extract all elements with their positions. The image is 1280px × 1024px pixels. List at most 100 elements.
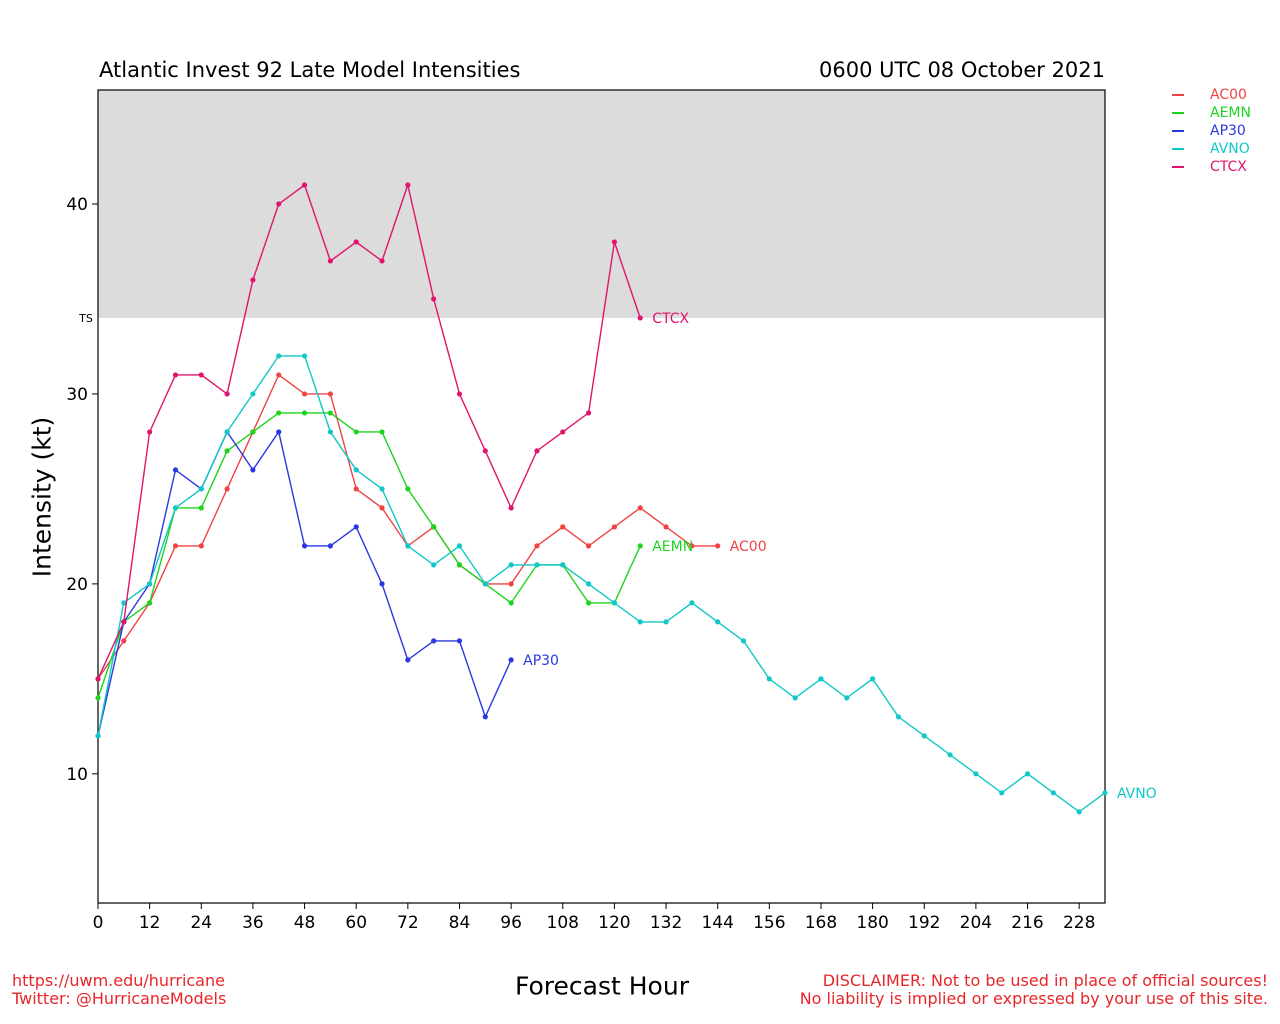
x-tick-label: 168 [805, 913, 837, 933]
legend-swatch-aemn [1172, 112, 1184, 114]
data-point-aemn [327, 410, 333, 416]
data-point-ctcx [585, 410, 592, 416]
data-point-ap30 [276, 429, 282, 435]
data-point-ap30 [327, 543, 333, 549]
data-point-avno [353, 467, 359, 473]
data-point-aemn [456, 562, 463, 568]
data-point-avno [250, 391, 256, 397]
data-point-ac00 [689, 543, 695, 549]
data-point-avno [327, 429, 333, 435]
data-point-avno [689, 600, 695, 606]
data-point-ctcx [379, 258, 385, 264]
series-line-avno [97, 355, 1106, 813]
x-tick-label: 96 [500, 913, 522, 933]
series-line-ap30 [97, 430, 512, 736]
x-tick-label: 36 [242, 913, 264, 933]
data-point-avno [947, 752, 953, 758]
data-point-avno [405, 543, 411, 549]
data-point-aemn [379, 429, 385, 435]
data-point-ctcx [198, 372, 204, 378]
legend-item-ac00: AC00 [1172, 86, 1251, 104]
disclaimer-line-2: No liability is implied or expressed by … [799, 989, 1268, 1008]
x-tick-label: 60 [345, 913, 367, 933]
data-point-avno [637, 619, 643, 625]
data-point-avno [766, 676, 772, 682]
footer-twitter-handle[interactable]: Twitter: @HurricaneModels [12, 989, 227, 1008]
data-point-ap30 [172, 467, 179, 473]
data-point-ac00 [508, 581, 514, 587]
y-tick-label: 40 [66, 195, 88, 215]
legend-label-ap30: AP30 [1210, 123, 1246, 139]
series-end-label-aemn: AEMN [652, 539, 693, 555]
x-tick-label: 180 [856, 913, 888, 933]
tropical-storm-band [98, 90, 1105, 318]
data-point-avno [973, 771, 979, 777]
data-point-avno [147, 581, 153, 587]
y-tick-label: 20 [66, 575, 88, 595]
y-axis-label: Intensity (kt) [27, 416, 57, 578]
data-point-ctcx [560, 429, 566, 435]
legend-label-ctcx: CTCX [1210, 159, 1247, 175]
x-tick-label: 12 [139, 913, 161, 933]
legend-swatch-avno [1172, 148, 1184, 150]
series-end-label-avno: AVNO [1117, 786, 1157, 802]
x-tick-label: 120 [598, 913, 630, 933]
x-tick-label: 156 [753, 913, 785, 933]
x-tick-label: 228 [1063, 913, 1095, 933]
footer-credits: https://uwm.edu/hurricane Twitter: @Hurr… [12, 972, 226, 1008]
data-point-ctcx [482, 448, 488, 454]
data-point-avno [172, 505, 179, 511]
data-point-aemn [431, 524, 437, 530]
data-point-avno [1050, 790, 1056, 796]
data-point-ctcx [327, 258, 333, 264]
data-point-ctcx [353, 239, 359, 245]
data-point-ctcx [301, 182, 308, 188]
data-point-ap30 [482, 714, 488, 720]
legend-swatch-ap30 [1172, 130, 1184, 132]
y-tick-label: 30 [66, 385, 88, 405]
series-line-ac00 [97, 373, 718, 680]
x-tick-label: 132 [650, 913, 682, 933]
data-point-ctcx [637, 315, 643, 321]
data-point-avno [1076, 809, 1082, 815]
data-point-ac00 [301, 391, 308, 397]
data-point-avno [895, 714, 902, 720]
data-point-ap30 [405, 657, 411, 663]
data-point-aemn [508, 600, 514, 606]
data-point-ap30 [431, 638, 437, 644]
data-point-ac00 [198, 543, 204, 549]
data-point-ac00 [276, 372, 282, 378]
data-point-ap30 [379, 581, 385, 587]
data-point-ac00 [611, 524, 618, 530]
x-tick-label: 108 [547, 913, 579, 933]
data-point-ctcx [431, 296, 437, 302]
data-point-avno [379, 486, 385, 492]
data-point-avno [301, 353, 308, 359]
data-point-avno [1024, 771, 1031, 777]
data-point-avno [456, 543, 463, 549]
legend-label-aemn: AEMN [1210, 105, 1251, 121]
data-point-avno [431, 562, 437, 568]
data-point-ap30 [353, 524, 359, 530]
data-point-avno [870, 676, 876, 682]
legend-label-avno: AVNO [1210, 141, 1250, 157]
series-end-label-ctcx: CTCX [652, 311, 689, 327]
legend-label-ac00: AC00 [1210, 87, 1247, 103]
data-point-avno [1102, 790, 1108, 796]
data-point-ac00 [327, 391, 333, 397]
legend-item-avno: AVNO [1172, 140, 1251, 158]
x-tick-label: 84 [449, 913, 471, 933]
data-point-ap30 [456, 638, 463, 644]
data-point-ctcx [611, 239, 618, 245]
data-point-aemn [250, 429, 256, 435]
data-point-avno [663, 619, 669, 625]
data-point-ac00 [121, 638, 127, 644]
data-point-ac00 [715, 543, 721, 549]
data-point-aemn [198, 505, 204, 511]
chart-date: 0600 UTC 08 October 2021 [819, 58, 1105, 82]
data-point-ac00 [560, 524, 566, 530]
legend-swatch-ctcx [1172, 166, 1184, 168]
footer-website-link[interactable]: https://uwm.edu/hurricane [12, 971, 225, 990]
data-point-aemn [585, 600, 592, 606]
data-point-avno [818, 676, 824, 682]
